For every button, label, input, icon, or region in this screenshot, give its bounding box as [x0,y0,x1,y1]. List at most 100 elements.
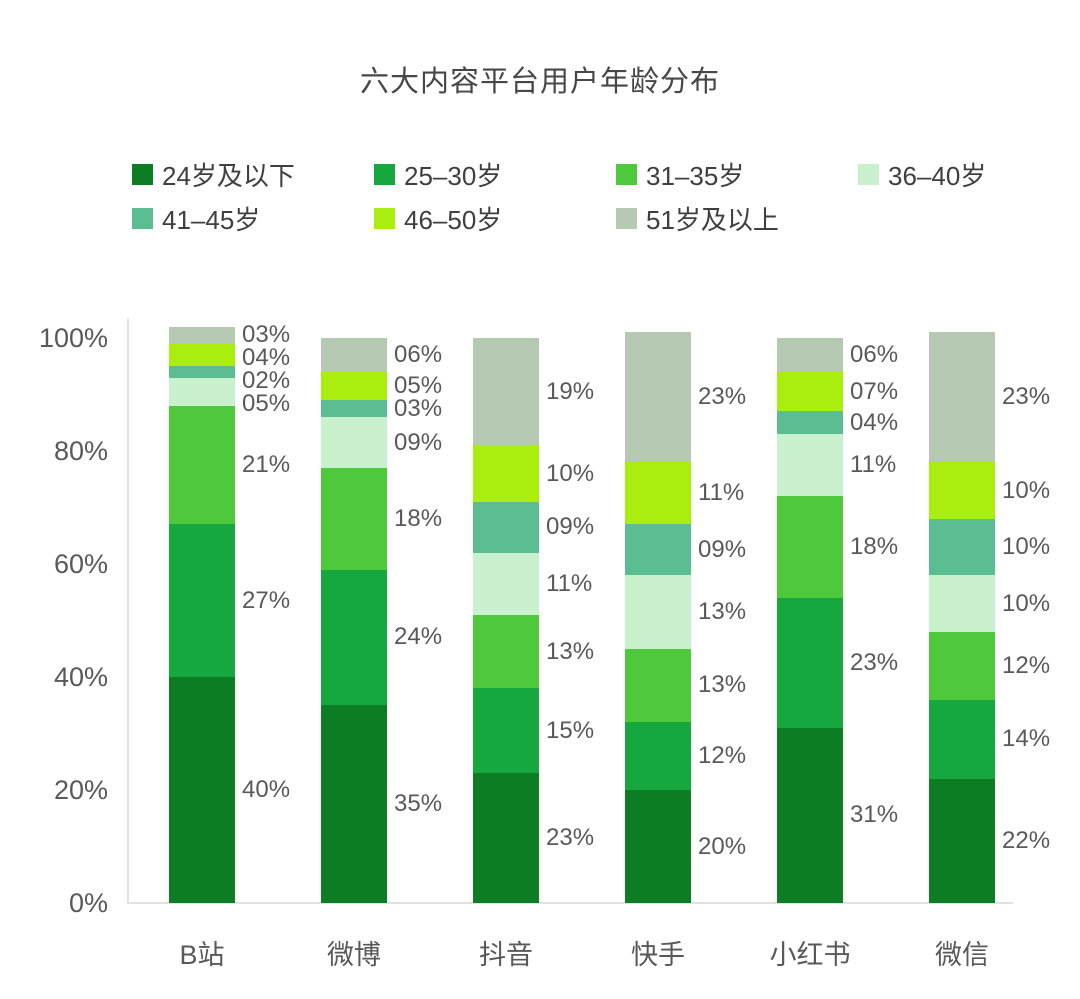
segment-value-label: 27% [242,586,291,614]
segment-value-label: 10% [1002,589,1051,617]
bar-segment [777,496,843,598]
bar-segment [169,677,235,903]
bar-segment [777,338,843,372]
segment-value-label: 18% [394,504,443,532]
legend-label: 31–35岁 [646,160,745,191]
bar-segment [929,518,995,576]
bar-segment [321,417,387,468]
segment-value-label: 14% [1002,725,1051,753]
legend-item: 41–45岁 [132,200,374,236]
bar-segment [321,371,387,401]
bar-segment [473,614,539,689]
legend-label: 41–45岁 [162,204,261,235]
x-axis-category-label: 微博 [327,940,381,970]
segment-value-label: 40% [242,776,291,803]
bar-segment [625,648,691,723]
bar-segment [321,400,387,418]
legend-item: 31–35岁 [616,156,858,192]
bar-segment [473,552,539,615]
segment-value-label: 11% [698,479,745,507]
legend-swatch-icon [132,207,153,229]
segment-value-label: 06% [394,340,443,368]
segment-value-label: 10% [1002,476,1051,504]
bar-segment [321,338,387,372]
segment-value-label: 20% [698,832,747,860]
segment-value-label: 13% [698,671,747,699]
segment-value-label: 03% [394,395,443,423]
segment-value-label: 10% [546,459,595,487]
bar-segment [777,411,843,435]
bar-segment [169,377,235,406]
legend-item: 25–30岁 [374,156,616,192]
legend: 24岁及以下 25–30岁 31–35岁 36–40岁 41–45岁 46–50岁 51岁及… [132,156,1080,236]
legend-label: 46–50岁 [404,204,503,235]
bar-segment [473,688,539,774]
y-tick-label: 40% [53,662,108,692]
bar-segment [473,501,539,553]
bar-segment [169,366,235,378]
legend-label: 36–40岁 [888,160,987,191]
legend-item: 51岁及以上 [616,200,858,236]
legend-label: 25–30岁 [404,160,503,191]
bar-segment [625,790,691,903]
bar-segment [169,405,235,525]
bar-segment [777,371,843,412]
segment-value-label: 06% [850,340,899,368]
segment-value-label: 07% [850,377,899,405]
bar-segment [321,467,387,570]
bar-segment [473,773,539,903]
segment-value-label: 35% [394,790,443,818]
segment-value-label: 23% [698,383,747,411]
segment-value-label: 09% [546,513,595,541]
segment-value-label: 04% [242,344,291,372]
segment-value-label: 12% [698,742,747,770]
y-tick-label: 60% [53,549,108,579]
bar-segment [929,631,995,700]
legend-swatch-icon [858,163,879,185]
bar-segment [169,326,235,344]
bar-segment [777,727,843,903]
segment-value-label: 04% [850,408,899,436]
segment-value-label: 23% [850,648,899,676]
bar-segment [625,722,691,790]
segment-value-label: 12% [1002,651,1051,679]
y-tick-label: 0% [68,888,108,918]
legend-swatch-icon [616,207,637,229]
segment-value-label: 31% [850,801,899,829]
bar-segment [777,434,843,497]
segment-value-label: 09% [394,428,443,456]
legend-swatch-icon [374,207,395,229]
segment-value-label: 13% [546,637,595,665]
segment-value-label: 02% [242,367,291,395]
segment-value-label: 05% [394,372,443,400]
bar-segment [625,575,691,649]
legend-item: 46–50岁 [374,200,616,236]
bar-segment [625,462,691,525]
x-axis-category-label: 微信 [935,940,989,970]
legend-label: 51岁及以上 [646,204,779,235]
bar-segment [929,699,995,779]
bar-segment [321,705,387,903]
segment-value-label: 15% [546,716,595,744]
bar-segment [169,524,235,677]
chart-title: 六大内容平台用户年龄分布 [359,66,720,98]
y-tick-label: 80% [53,436,108,466]
x-axis-category-label: 小红书 [769,940,851,970]
y-tick-label: 100% [38,323,108,353]
legend-label: 24岁及以下 [162,160,295,191]
segment-value-label: 10% [1002,533,1051,561]
segment-value-label: 11% [546,569,593,597]
segment-value-label: 09% [698,535,747,563]
segment-value-label: 11% [850,451,897,479]
bar-segment [625,524,691,576]
x-axis-category-label: B站 [179,940,225,970]
bar-segment [473,338,539,446]
y-axis-line [127,318,129,903]
segment-value-label: 19% [546,377,595,405]
bar-segment [473,445,539,502]
segment-value-label: 23% [1002,383,1051,411]
bar-segment [929,575,995,632]
bar-segment [777,597,843,728]
legend-swatch-icon [132,163,153,185]
